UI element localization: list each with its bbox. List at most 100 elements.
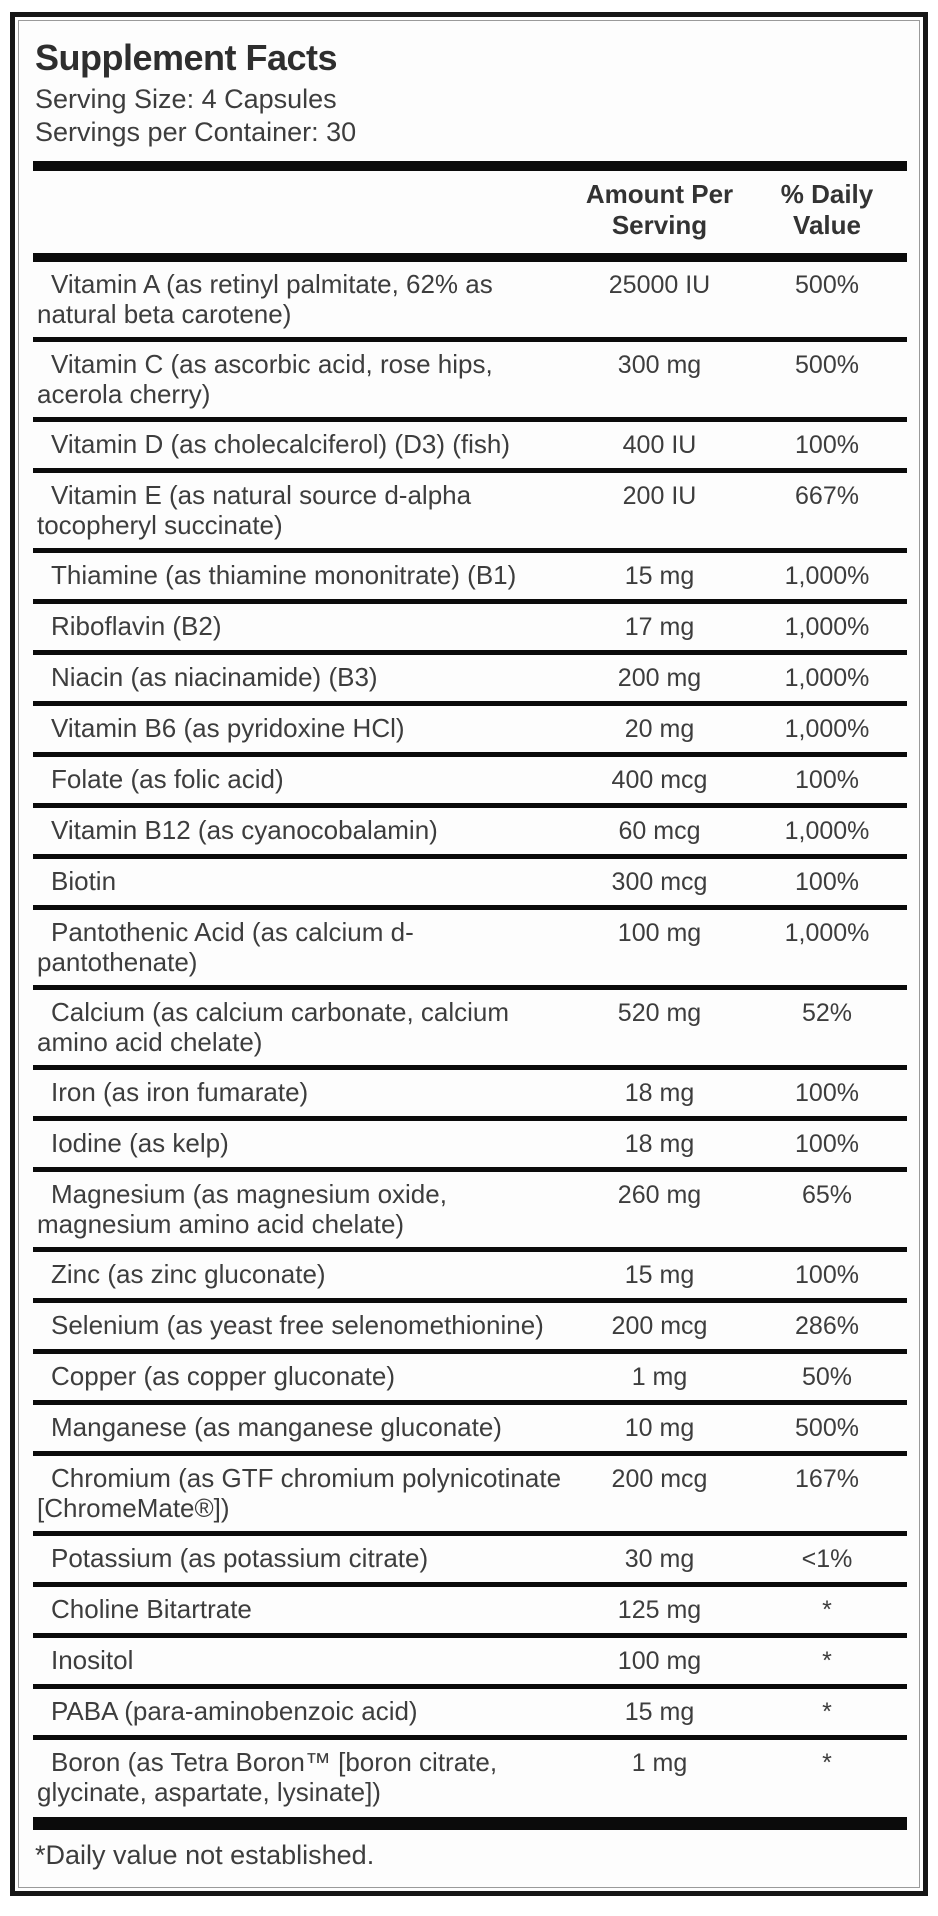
ingredient-daily-value: 500% [795, 271, 859, 299]
label-title: Supplement Facts [35, 37, 338, 78]
ingredient-name: Vitamin B12 (as cyanocobalamin) [51, 815, 438, 845]
ingredient-amount: 10 mg [624, 1414, 695, 1442]
ingredient-row: Selenium (as yeast free selenomethionine… [33, 1303, 907, 1349]
supplement-facts-label: Supplement Facts Serving Size: 4 Capsule… [10, 12, 928, 1896]
ingredient-name: Niacin (as niacinamide) (B3) [51, 662, 378, 692]
ingredient-name: Thiamine (as thiamine mononitrate) (B1) [51, 560, 517, 590]
ingredient-daily-value: 1,000% [784, 664, 870, 692]
ingredient-row: Boron (as Tetra Boron™ [boron citrate, g… [33, 1740, 907, 1815]
row-separator [33, 1684, 907, 1689]
ingredient-amount: 200 mcg [611, 1465, 708, 1493]
ingredient-daily-value: 1,000% [784, 817, 870, 845]
ingredient-daily-value: 1,000% [784, 613, 870, 641]
ingredient-daily-value: * [822, 1698, 832, 1726]
ingredient-amount: 1 mg [631, 1749, 688, 1777]
footnote: *Daily value not established. [35, 1840, 375, 1870]
ingredient-row: Manganese (as manganese gluconate) 10 mg… [33, 1405, 907, 1451]
ingredient-row: Chromium (as GTF chromium polynicotinate… [33, 1456, 907, 1531]
row-separator [33, 752, 907, 757]
row-separator [33, 1531, 907, 1536]
ingredient-amount: 125 mg [617, 1596, 702, 1624]
ingredient-row: Pantothenic Acid (as calcium d-pantothen… [33, 910, 907, 985]
row-separator [33, 1247, 907, 1252]
ingredient-daily-value: 667% [795, 482, 859, 510]
row-separator [33, 1633, 907, 1638]
ingredient-row: Biotin 300 mcg 100% [33, 859, 907, 905]
ingredient-row: Zinc (as zinc gluconate) 15 mg 100% [33, 1252, 907, 1298]
ingredient-amount: 260 mg [617, 1181, 702, 1209]
ingredient-row: Magnesium (as magnesium oxide, magnesium… [33, 1172, 907, 1247]
ingredient-daily-value: 100% [795, 1130, 859, 1158]
ingredient-amount: 1 mg [631, 1363, 688, 1391]
row-separator [33, 599, 907, 604]
ingredient-amount: 400 mcg [611, 766, 708, 794]
ingredient-amount: 200 mg [617, 664, 702, 692]
ingredient-name: Magnesium (as magnesium oxide, magnesium… [37, 1179, 447, 1239]
ingredient-row: Vitamin C (as ascorbic acid, rose hips, … [33, 342, 907, 417]
ingredient-amount: 60 mcg [618, 817, 701, 845]
ingredient-amount: 300 mcg [611, 868, 708, 896]
ingredient-row: Vitamin E (as natural source d-alpha toc… [33, 473, 907, 548]
ingredient-row: Folate (as folic acid) 400 mcg 100% [33, 757, 907, 803]
ingredient-daily-value: 100% [795, 868, 859, 896]
ingredient-amount: 15 mg [624, 1698, 695, 1726]
row-separator [33, 468, 907, 473]
ingredient-daily-value: 100% [795, 431, 859, 459]
ingredient-name: Boron (as Tetra Boron™ [boron citrate, g… [37, 1747, 498, 1807]
ingredient-row: Calcium (as calcium carbonate, calcium a… [33, 990, 907, 1065]
divider-thick-top [33, 161, 907, 171]
ingredient-row: Vitamin B12 (as cyanocobalamin) 60 mcg 1… [33, 808, 907, 854]
ingredient-row: Vitamin B6 (as pyridoxine HCl) 20 mg 1,0… [33, 706, 907, 752]
ingredient-row: Vitamin A (as retinyl palmitate, 62% as … [33, 262, 907, 337]
ingredient-name: Vitamin C (as ascorbic acid, rose hips, … [37, 349, 493, 409]
ingredient-row: Riboflavin (B2) 17 mg 1,000% [33, 604, 907, 650]
ingredient-name: Potassium (as potassium citrate) [51, 1543, 429, 1573]
ingredient-daily-value: 500% [795, 1414, 859, 1442]
ingredient-daily-value: * [822, 1647, 832, 1675]
divider-thick-bottom [33, 1817, 907, 1830]
ingredient-amount: 15 mg [624, 562, 695, 590]
ingredient-daily-value: <1% [801, 1545, 853, 1573]
row-separator [33, 650, 907, 655]
ingredient-row: PABA (para-aminobenzoic acid) 15 mg * [33, 1689, 907, 1735]
ingredient-daily-value: 286% [795, 1312, 859, 1340]
ingredient-daily-value: 1,000% [784, 919, 870, 947]
ingredient-daily-value: * [822, 1596, 832, 1624]
ingredient-row: Iodine (as kelp) 18 mg 100% [33, 1121, 907, 1167]
ingredient-name: Calcium (as calcium carbonate, calcium a… [37, 997, 510, 1057]
ingredient-row: Choline Bitartrate 125 mg * [33, 1587, 907, 1633]
ingredient-row: Copper (as copper gluconate) 1 mg 50% [33, 1354, 907, 1400]
ingredient-row: Niacin (as niacinamide) (B3) 200 mg 1,00… [33, 655, 907, 701]
ingredient-name: Manganese (as manganese gluconate) [51, 1412, 502, 1442]
ingredient-name: Selenium (as yeast free selenomethionine… [51, 1310, 544, 1340]
ingredient-daily-value: 100% [795, 1079, 859, 1107]
ingredient-name: Chromium (as GTF chromium polynicotinate… [37, 1463, 562, 1523]
ingredient-name: Iron (as iron fumarate) [51, 1077, 309, 1107]
ingredient-amount: 15 mg [624, 1261, 695, 1289]
table-column-headers: Amount Per Serving % Daily Value [33, 171, 907, 253]
ingredient-name: Iodine (as kelp) [51, 1128, 229, 1158]
ingredient-name: Zinc (as zinc gluconate) [51, 1259, 326, 1289]
row-separator [33, 1582, 907, 1587]
ingredient-name: PABA (para-aminobenzoic acid) [51, 1696, 418, 1726]
column-header-amount: Amount Per Serving [585, 179, 734, 240]
ingredient-daily-value: 50% [801, 1363, 853, 1391]
ingredient-daily-value: 1,000% [784, 562, 870, 590]
row-separator [33, 548, 907, 553]
row-separator [33, 417, 907, 422]
ingredient-daily-value: 1,000% [784, 715, 870, 743]
ingredient-name: Choline Bitartrate [51, 1594, 252, 1624]
ingredient-amount: 200 IU [622, 482, 697, 510]
ingredient-daily-value: 100% [795, 766, 859, 794]
ingredient-name: Vitamin E (as natural source d-alpha toc… [37, 480, 472, 540]
ingredient-amount: 300 mg [617, 351, 702, 379]
column-header-daily-value: % Daily Value [780, 179, 874, 240]
ingredient-name: Riboflavin (B2) [51, 611, 222, 641]
row-separator [33, 985, 907, 990]
row-separator [33, 701, 907, 706]
row-separator [33, 1349, 907, 1354]
ingredient-daily-value: 167% [795, 1465, 859, 1493]
ingredient-row: Vitamin D (as cholecalciferol) (D3) (fis… [33, 422, 907, 468]
ingredient-amount: 100 mg [617, 1647, 702, 1675]
